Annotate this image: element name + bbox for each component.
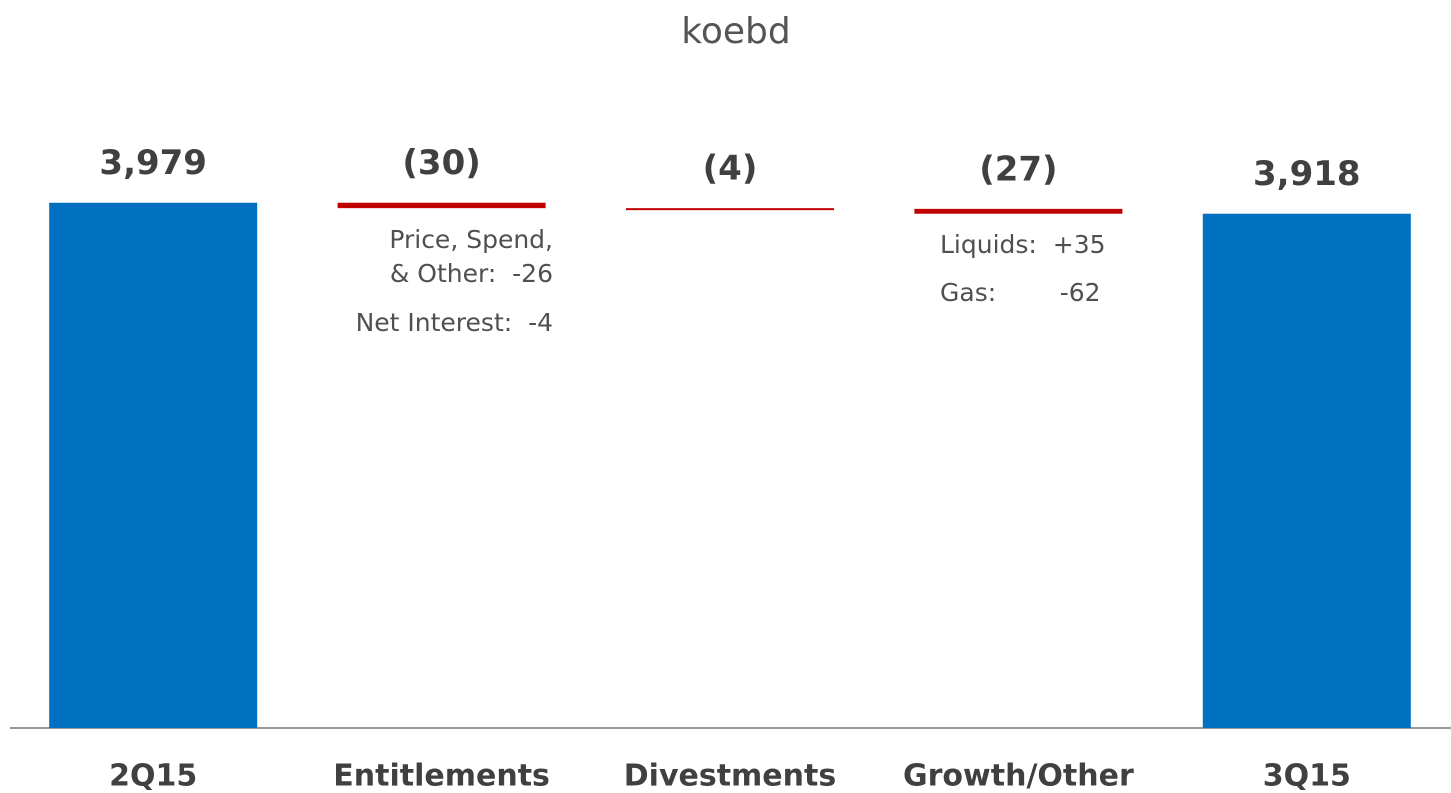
x-tick-label: Growth/Other [903,759,1134,793]
annotation: Liquids: +35 [940,230,1106,259]
data-label: (30) [402,143,480,183]
annotation: Gas: -62 [940,278,1101,307]
annotation: Price, Spend, [389,225,553,254]
x-tick-label: 2Q15 [109,759,197,793]
annotation: & Other: -26 [390,259,553,288]
data-label: (27) [979,149,1057,189]
data-label: 3,979 [99,143,207,183]
x-tick-label: 3Q15 [1263,759,1351,793]
bar [914,208,1123,214]
bar [626,208,834,211]
chart-title: koebd [681,11,790,52]
bar [1202,213,1411,728]
bar [337,202,546,209]
x-tick-label: Divestments [624,759,836,793]
data-label: 3,918 [1253,154,1361,194]
bar [49,202,258,729]
annotation: Net Interest: -4 [356,308,553,337]
data-label: (4) [703,149,758,189]
x-tick-label: Entitlements [333,759,550,793]
